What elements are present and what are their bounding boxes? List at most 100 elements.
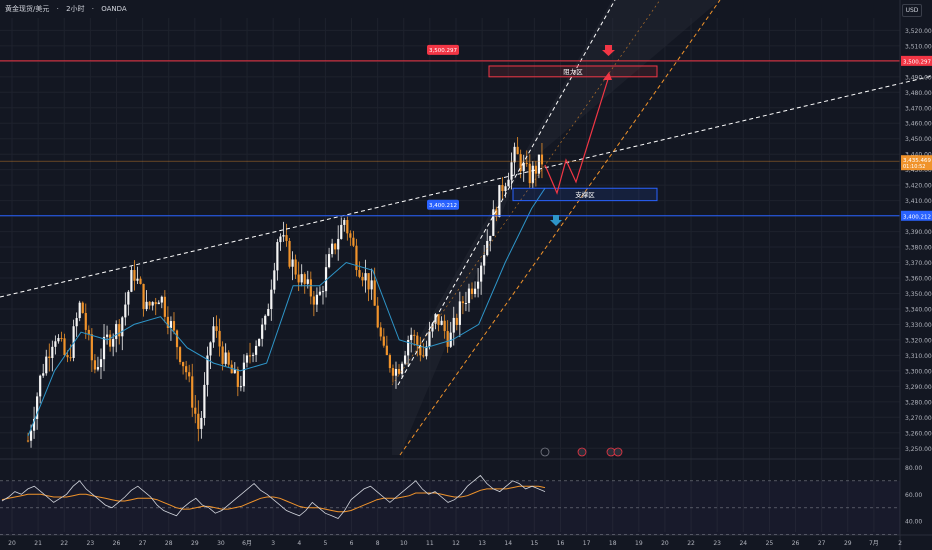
candle-body — [32, 418, 36, 431]
candle-body — [334, 243, 337, 250]
trendline-dashed — [0, 75, 932, 298]
time-axis[interactable]: 20 21 22 23 26 27 28 29 30 6月 3 4 5 6 8 10 11 12 13 14 15 16 1… — [0, 534, 932, 547]
candle-body — [489, 235, 492, 241]
candle-body — [455, 317, 458, 325]
candle-body — [318, 291, 322, 295]
candle-body — [178, 347, 182, 363]
resistance-label: 3,500.297 — [429, 48, 457, 54]
flag-marker-icon — [577, 447, 587, 457]
candle-body — [407, 340, 410, 356]
candle-body — [480, 265, 483, 282]
candle-body — [160, 296, 163, 303]
rsi-line — [1, 474, 546, 519]
candle-body — [352, 237, 355, 246]
interval-label[interactable]: 2小时 — [66, 5, 85, 13]
price-labels: 3,500.297 3,500.297 3,400.212 3,400.212 3,43… — [427, 44, 932, 221]
candle-body — [300, 274, 303, 283]
candle-body — [446, 331, 449, 347]
candle-body — [355, 245, 358, 271]
y-tick-label: 3,520.000 — [905, 28, 932, 35]
candle-body — [400, 363, 404, 374]
event-marker-icon — [540, 447, 550, 457]
candle-body — [102, 336, 106, 360]
candle-body — [324, 267, 328, 292]
candle-body — [279, 236, 282, 243]
support-label: 3,400.212 — [429, 203, 457, 209]
candle-body — [145, 301, 148, 310]
candle-body — [364, 273, 367, 281]
y-tick-label: 3,370.000 — [905, 260, 932, 267]
x-tick-label: 17 — [583, 540, 591, 547]
x-tick-label: 6 — [350, 540, 354, 547]
x-tick-label: 30 — [217, 540, 225, 547]
candle-body — [109, 334, 112, 347]
candle-body — [36, 396, 39, 419]
rsi-pane: 80.00 60.00 40.00 — [0, 458, 922, 535]
candle-body — [90, 334, 93, 361]
x-tick-label: 5 — [323, 540, 327, 547]
candle-body — [248, 355, 252, 357]
x-tick-label: 26 — [792, 540, 800, 547]
candle-body — [440, 320, 443, 325]
candle-body — [331, 243, 334, 255]
candle-body — [233, 369, 236, 374]
candle-body — [185, 366, 188, 373]
x-tick-label: 22 — [60, 540, 68, 547]
candle-body — [261, 324, 264, 339]
y-tick-label: 3,510.000 — [905, 43, 932, 50]
candle-body — [133, 270, 136, 281]
y-tick-label: 3,410.000 — [905, 198, 932, 205]
candle-body — [87, 329, 90, 335]
down-arrow-icon — [602, 45, 615, 56]
candle-body — [54, 341, 57, 347]
resistance-axis-tag — [901, 55, 932, 66]
candle-body — [422, 355, 425, 357]
x-tick-label: 24 — [739, 540, 747, 547]
candle-body — [273, 270, 276, 290]
candle-body — [254, 345, 258, 355]
candle-body — [419, 345, 422, 356]
candle-body — [340, 224, 343, 239]
x-tick-label: 20 — [8, 540, 16, 547]
x-tick-label: 10 — [400, 540, 408, 547]
candle-body — [458, 301, 461, 325]
channel-lower-line — [399, 0, 721, 456]
y-tick-label: 3,480.000 — [905, 90, 932, 97]
candle-body — [473, 288, 477, 295]
y-tick-label: 3,350.000 — [905, 291, 932, 298]
candle-body — [157, 302, 160, 305]
y-tick-label: 3,270.000 — [905, 415, 932, 422]
y-tick-label: 3,420.000 — [905, 183, 932, 190]
candle-body — [166, 316, 169, 328]
candle-body — [26, 440, 30, 442]
rsi-tick-label: 80.00 — [905, 465, 922, 472]
y-tick-label: 3,280.000 — [905, 399, 932, 406]
x-tick-label: 2 — [898, 540, 902, 547]
x-tick-label: 3 — [271, 540, 275, 547]
candle-body — [291, 259, 294, 267]
currency-button[interactable]: USD — [902, 4, 922, 17]
candle-body — [203, 384, 206, 418]
x-tick-label: 4 — [297, 540, 301, 547]
candle-body — [337, 238, 340, 250]
rsi-tick-label: 60.00 — [905, 492, 922, 499]
y-tick-label: 3,440.000 — [905, 152, 932, 159]
candle-body — [39, 375, 42, 397]
support-axis-tag — [901, 210, 932, 221]
x-tick-label: 12 — [452, 540, 460, 547]
candle-body — [245, 355, 249, 363]
candle-body — [431, 323, 434, 332]
symbol-label: 黄金现货/美元 — [5, 5, 50, 13]
candle-body — [69, 357, 72, 359]
candle-body — [534, 165, 537, 174]
y-tick-label: 3,470.000 — [905, 105, 932, 112]
x-tick-label: 15 — [531, 540, 539, 547]
candle-body — [437, 314, 440, 325]
x-tick-label: 20 — [661, 540, 669, 547]
candle-body — [60, 337, 63, 339]
x-tick-label: 8 — [376, 540, 380, 547]
candle-body — [498, 185, 501, 218]
x-tick-label: 19 — [635, 540, 643, 547]
resistance-zone-label: 阻力区 — [563, 67, 583, 76]
